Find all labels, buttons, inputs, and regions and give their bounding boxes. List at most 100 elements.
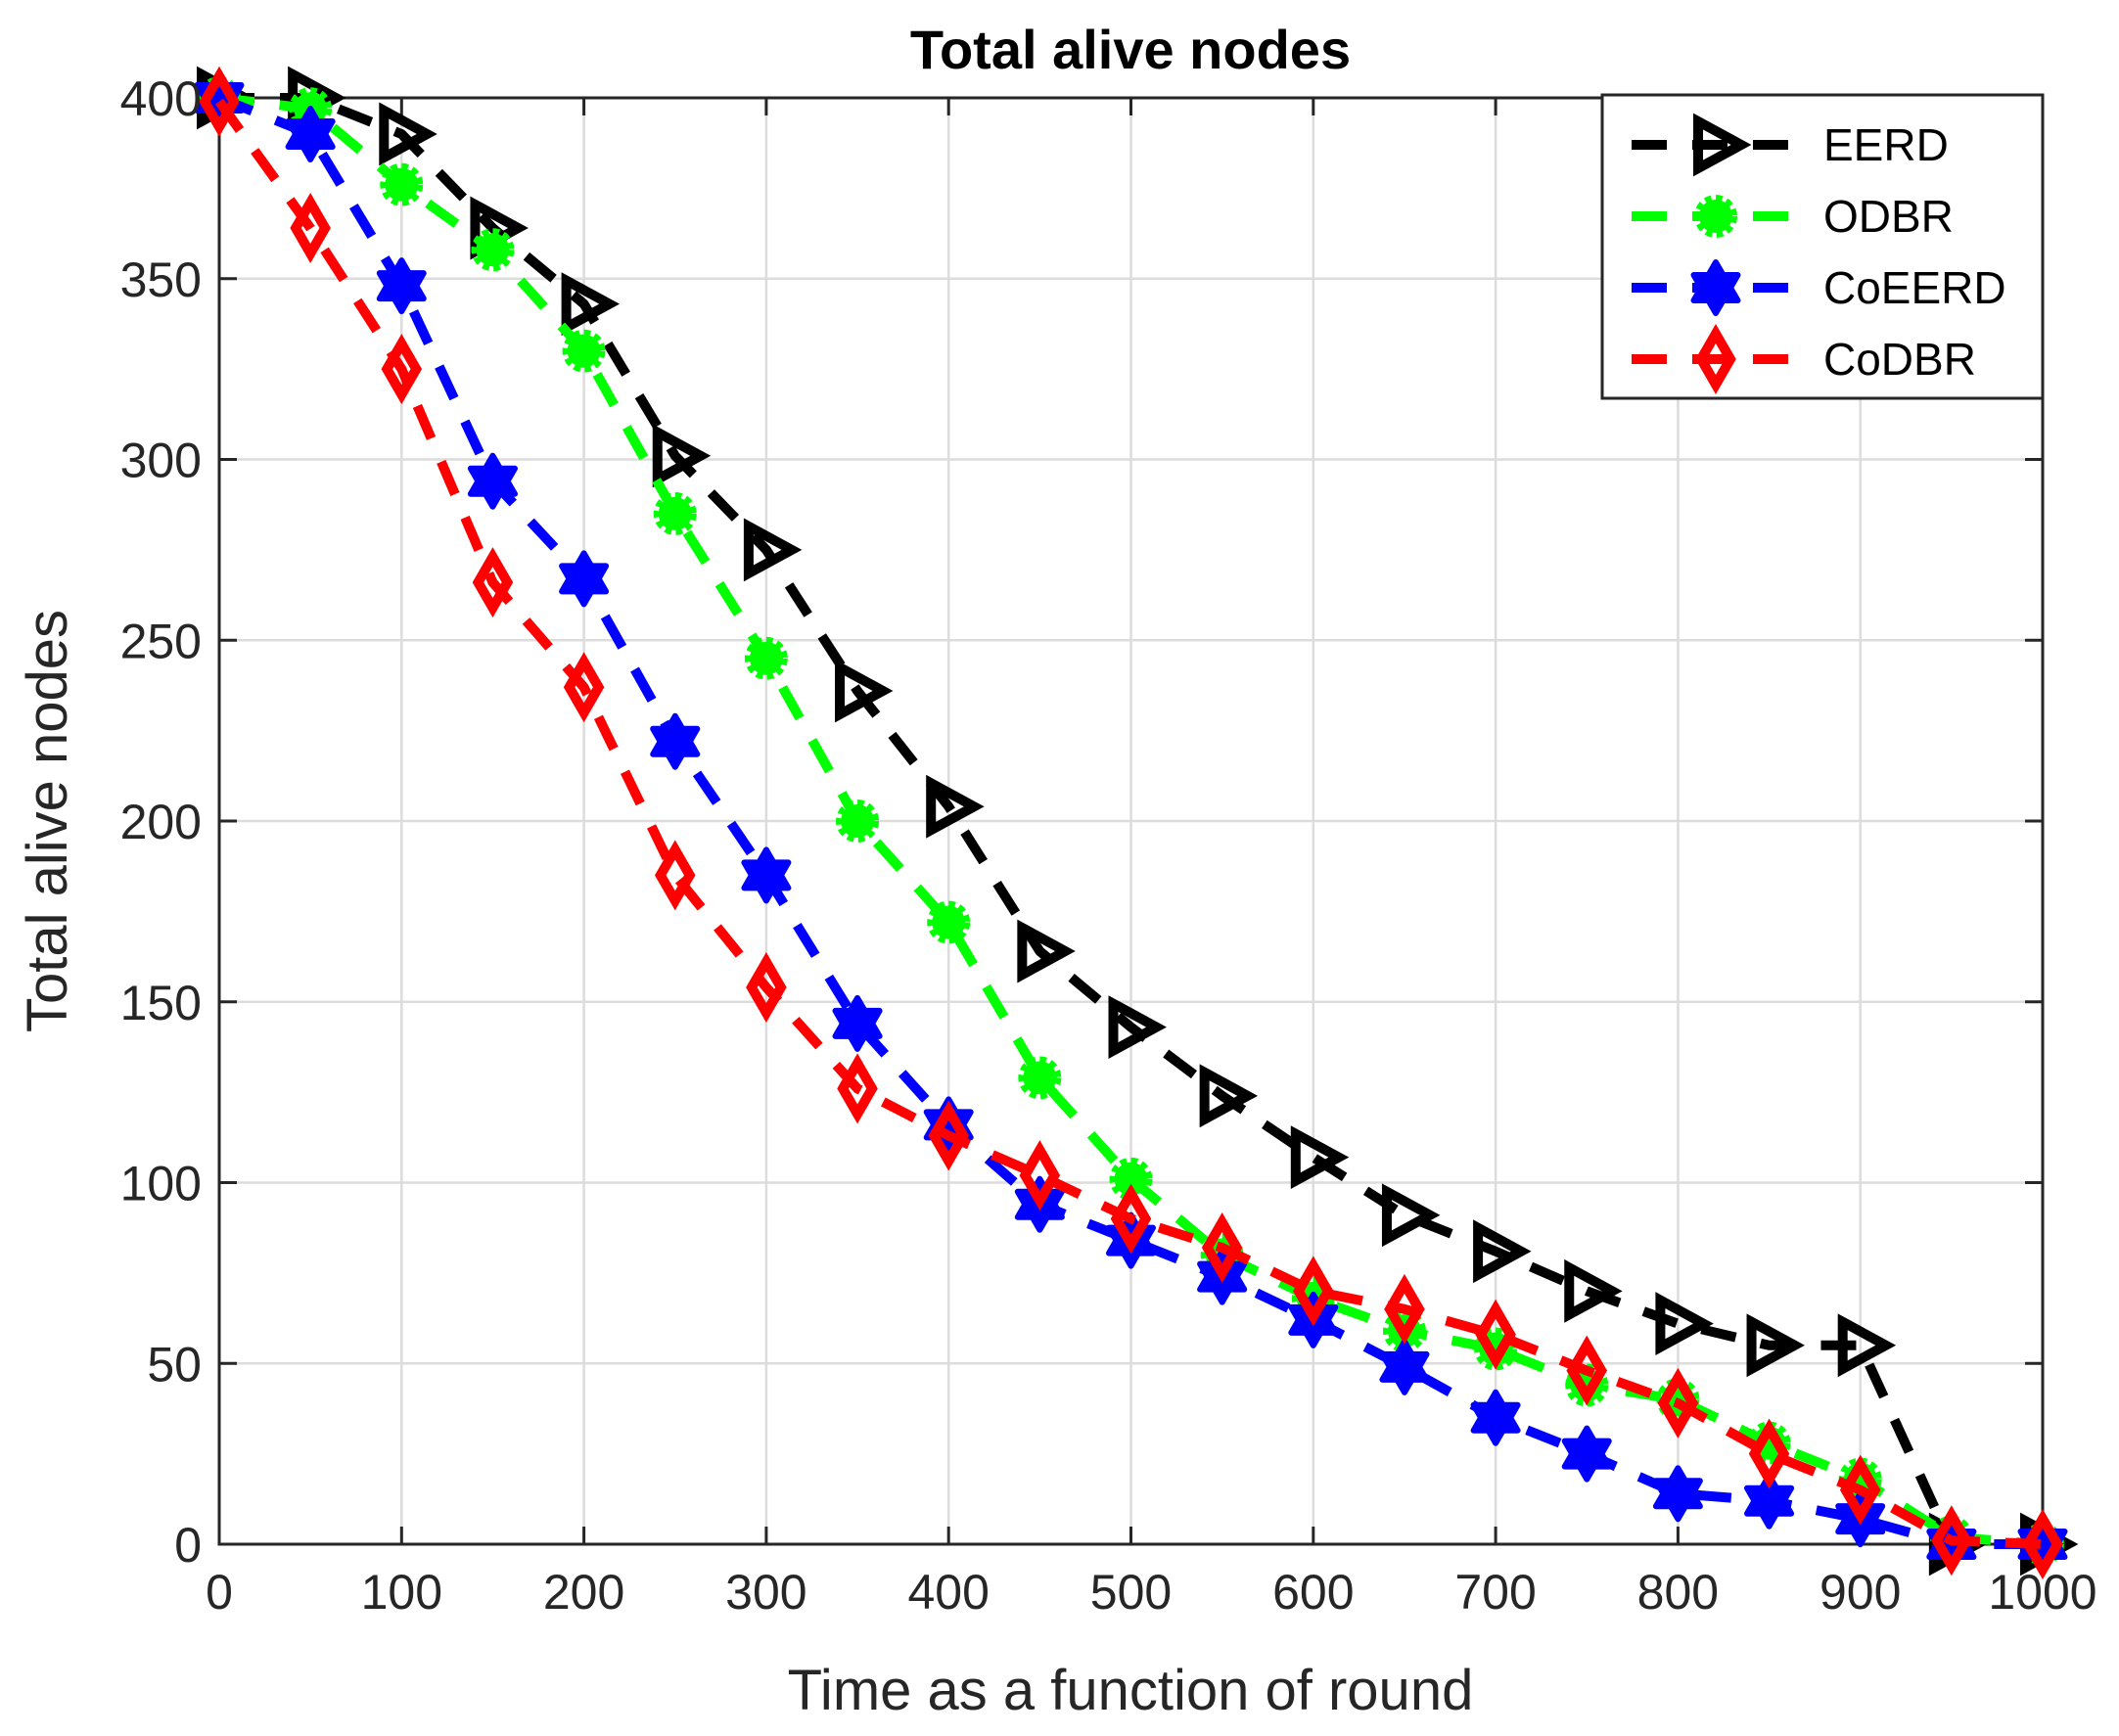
x-tick-label: 400 [907, 1565, 989, 1620]
y-tick-label: 50 [147, 1337, 202, 1392]
data-point-coeerd-b [650, 725, 701, 770]
data-point-codbr [1931, 1505, 1972, 1576]
data-point-codbr [2022, 1508, 2063, 1580]
series-line-odbr [218, 93, 2044, 1549]
data-point-codbr [654, 840, 696, 911]
y-tick-label: 150 [120, 976, 202, 1030]
data-point-odbr [471, 228, 515, 272]
data-point-coeerd-b [1379, 1350, 1430, 1395]
x-tick-label: 100 [361, 1565, 442, 1620]
legend-label: CoDBR [1823, 334, 1976, 385]
data-point-codbr [381, 334, 423, 405]
legend-marker-eerd [1693, 113, 1752, 177]
data-point-eerd [379, 102, 438, 166]
data-point-eerd [652, 424, 712, 488]
data-point-coeerd-b [1470, 1401, 1521, 1446]
x-axis-label: Time as a function of round [788, 1659, 1474, 1722]
legend-label: EERD [1823, 119, 1949, 170]
data-point-odbr [380, 162, 424, 206]
x-tick-label: 300 [725, 1565, 806, 1620]
data-point-codbr [472, 547, 514, 618]
y-tick-label: 100 [120, 1157, 202, 1211]
legend: EERD ODBR CoEERD CoDBR [1600, 93, 2045, 400]
data-point-coeerd-b [1652, 1478, 1703, 1523]
data-point-codbr [199, 66, 240, 137]
x-tick-label: 500 [1090, 1565, 1172, 1620]
legend-item-codbr: CoDBR [1632, 323, 1976, 395]
data-point-eerd [1655, 1292, 1714, 1356]
data-point-codbr [563, 652, 605, 723]
y-tick-label: 300 [120, 434, 202, 488]
tick-labels: 0 100 200 300 400 500 600 700 800 900 1000 0 50 100 15… [120, 71, 2097, 1620]
data-point-eerd [1381, 1183, 1441, 1248]
series-line-eerd [219, 93, 2043, 1549]
data-point-codbr [746, 951, 787, 1023]
chart-title: Total alive nodes [910, 19, 1351, 80]
y-tick-label: 200 [120, 795, 202, 849]
y-tick-label: 400 [120, 71, 202, 126]
legend-marker-odbr [1694, 195, 1737, 238]
data-point-odbr [836, 799, 880, 843]
data-point-eerd [1108, 995, 1167, 1060]
data-point-codbr [1839, 1454, 1881, 1526]
legend-item-odbr: ODBR [1632, 191, 1954, 242]
data-point-coeerd-b [1561, 1438, 1612, 1483]
data-point-odbr [1109, 1157, 1153, 1201]
data-point-coeerd-b [832, 1007, 883, 1052]
data-point-codbr [290, 193, 331, 264]
data-point-coeerd-b [741, 859, 792, 904]
legend-label: CoEERD [1823, 262, 2006, 313]
data-point-codbr [1110, 1183, 1152, 1255]
data-point-eerd [561, 272, 621, 337]
data-point-codbr [1201, 1212, 1243, 1284]
x-tick-label: 800 [1637, 1565, 1719, 1620]
data-point-codbr [837, 1053, 878, 1124]
y-tick-label: 0 [174, 1518, 202, 1573]
data-point-eerd [1837, 1313, 1897, 1378]
data-point-coeerd-b [376, 270, 427, 315]
data-point-codbr [1293, 1256, 1334, 1327]
y-tick-label: 350 [120, 252, 202, 307]
data-point-eerd [743, 518, 803, 582]
data-point-eerd [1199, 1064, 1259, 1128]
x-tick-label: 200 [543, 1565, 624, 1620]
data-point-codbr [1384, 1273, 1425, 1345]
plot-frame [217, 96, 2045, 1546]
data-point-codbr [1019, 1140, 1061, 1211]
data-point-odbr [1018, 1056, 1062, 1100]
series-codbr [199, 66, 2063, 1580]
x-tick-label: 700 [1454, 1565, 1536, 1620]
data-point-codbr [1475, 1299, 1516, 1370]
data-point-eerd [1017, 919, 1076, 983]
data-point-odbr [653, 491, 697, 535]
data-point-eerd [835, 659, 894, 723]
data-point-eerd [1290, 1125, 1350, 1190]
data-point-codbr [1657, 1367, 1699, 1439]
legend-box [1600, 93, 2045, 400]
legend-item-coeerd: CoEERD [1632, 259, 2006, 316]
x-tick-label: 600 [1272, 1565, 1354, 1620]
y-axis-label: Total alive nodes [16, 610, 79, 1032]
legend-marker-coeerd-b [1690, 272, 1741, 316]
x-tick-label: 1000 [1988, 1565, 2096, 1620]
x-tick-label: 0 [206, 1565, 233, 1620]
data-point-odbr [744, 636, 788, 680]
data-point-codbr [1748, 1418, 1790, 1489]
data-point-eerd [1564, 1258, 1623, 1323]
legend-marker-codbr [1695, 323, 1736, 395]
data-point-eerd [1746, 1313, 1805, 1378]
legend-label: ODBR [1823, 191, 1954, 242]
data-point-odbr [562, 329, 606, 373]
data-point-eerd [926, 774, 985, 839]
x-tick-label: 900 [1820, 1565, 1901, 1620]
data-point-odbr [927, 900, 971, 944]
data-point-coeerd-b [285, 118, 336, 162]
series-group [194, 66, 2079, 1580]
data-point-coeerd-b [467, 465, 518, 510]
legend-item-eerd: EERD [1632, 113, 1949, 177]
data-point-codbr [1566, 1335, 1608, 1406]
data-point-coeerd-b [559, 563, 610, 608]
data-point-codbr [928, 1100, 969, 1171]
series-line-codbr [214, 98, 2044, 1549]
